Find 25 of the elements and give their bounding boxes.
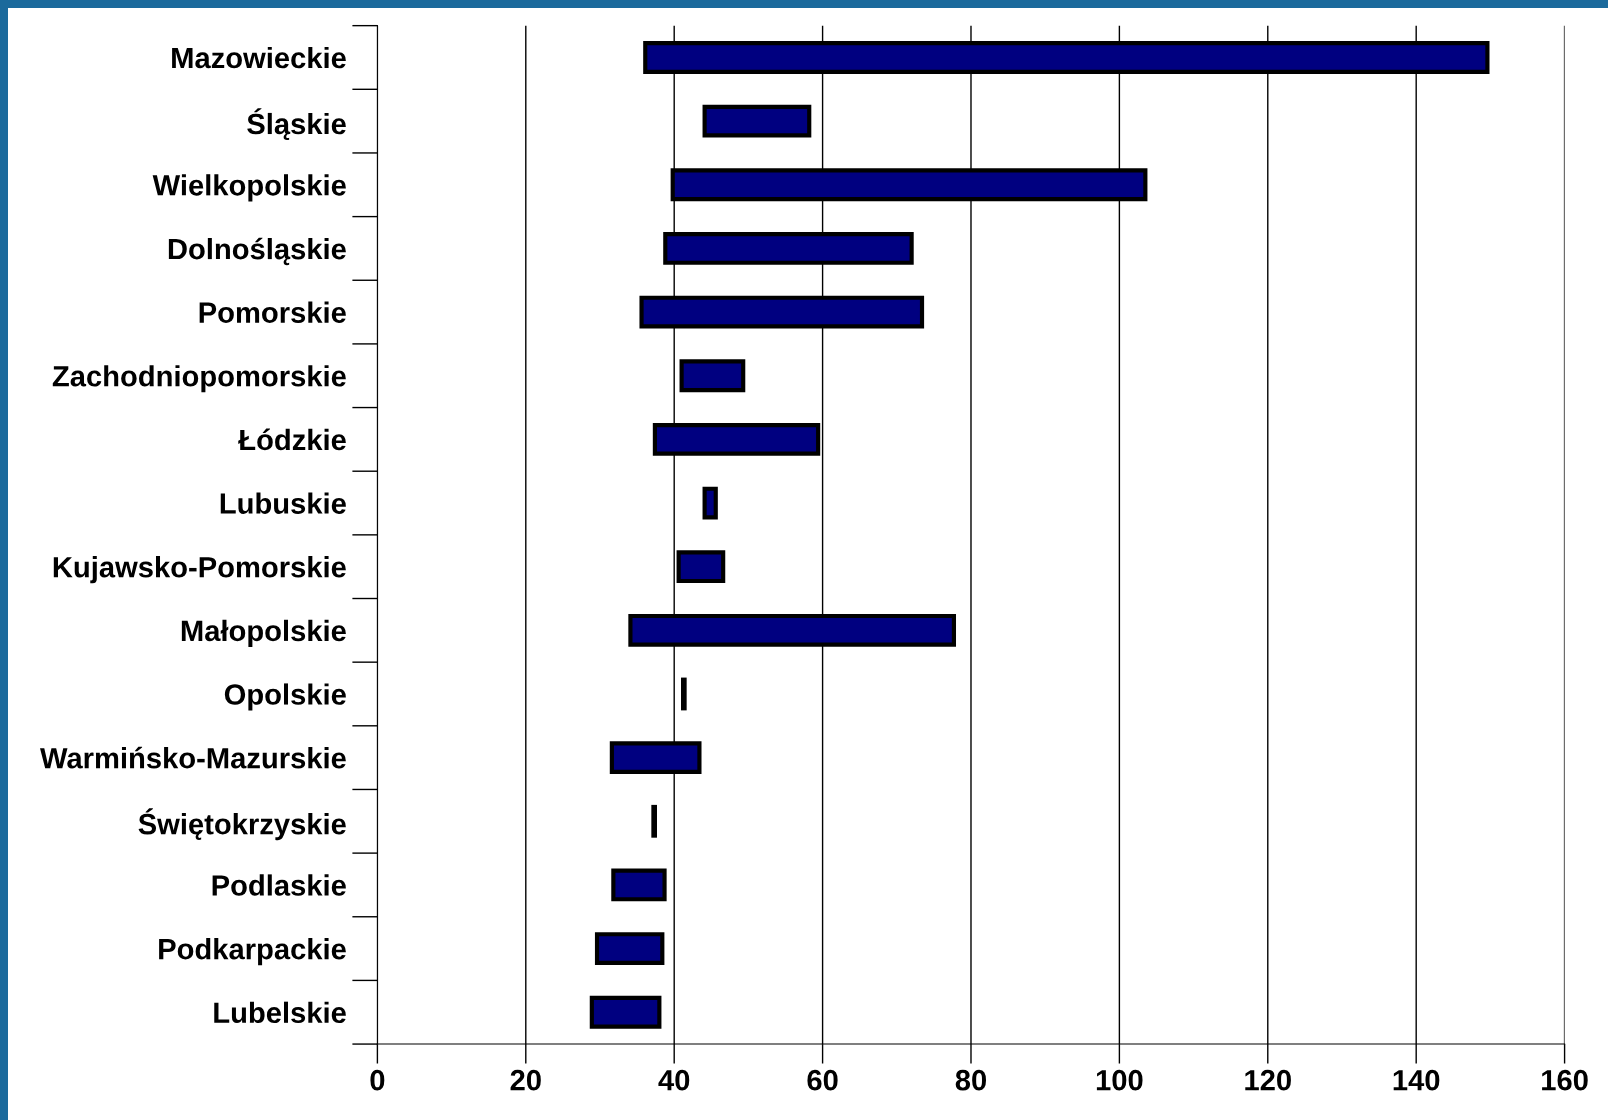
y-tick-label: Podkarpackie	[159, 938, 346, 966]
x-tick-label: 40	[658, 1069, 690, 1091]
y-tick-label: Wielkopolskie	[152, 174, 346, 202]
y-tick-label: Mazowieckie	[172, 46, 346, 69]
y-tick-label: Pomorskie	[199, 301, 346, 323]
y-tick-label: Opolskie	[224, 683, 346, 711]
y-tick-label: Dolnośląskie	[168, 237, 346, 266]
y-tick-label: Lubuskie	[220, 492, 346, 514]
y-tick-label: Łódzkie	[238, 428, 346, 451]
x-tick-label: 140	[1393, 1069, 1440, 1091]
x-tick-label: 20	[510, 1069, 541, 1091]
y-tick-label: Śląskie	[247, 108, 346, 141]
y-tick-label: Podlaskie	[212, 874, 346, 896]
y-tick-label: Warmińsko-Mazurskie	[40, 746, 346, 769]
x-tick-label: 100	[1096, 1069, 1143, 1091]
x-tick-label: 80	[955, 1069, 987, 1091]
y-tick-label: Zachodniopomorskie	[52, 365, 346, 393]
y-tick-label: Świętokrzyskie	[138, 808, 346, 841]
x-tick-label: 120	[1245, 1069, 1291, 1091]
x-tick-label: 160	[1542, 1069, 1588, 1091]
x-tick-label: 0	[370, 1069, 385, 1091]
x-tick-label: 60	[807, 1069, 838, 1091]
y-tick-label: Kujawsko-Pomorskie	[53, 556, 346, 584]
y-tick-label: Lubelskie	[214, 1001, 346, 1024]
y-tick-label: Małopolskie	[181, 619, 346, 647]
